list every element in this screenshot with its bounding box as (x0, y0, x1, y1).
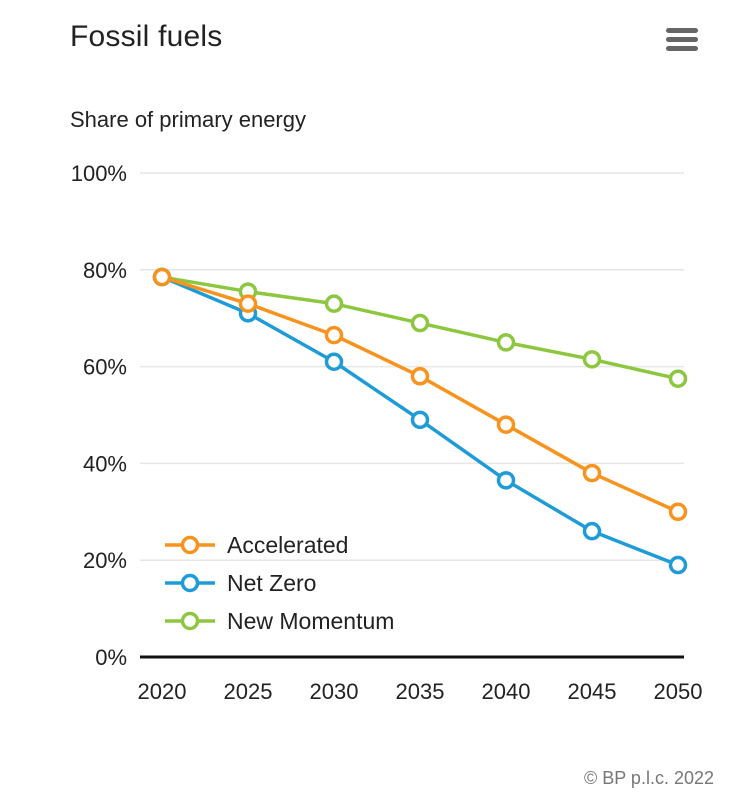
hamburger-menu-icon[interactable] (664, 25, 700, 55)
data-point (410, 367, 430, 386)
legend-label[interactable]: New Momentum (227, 608, 394, 634)
data-point (582, 463, 602, 483)
credits[interactable]: © BP p.l.c. 2022 (583, 768, 714, 788)
y-tick-label: 60% (83, 355, 127, 380)
data-point (668, 555, 688, 575)
data-point (668, 369, 688, 388)
data-point (324, 352, 344, 372)
y-tick-label: 20% (83, 548, 127, 573)
y-axis-title: Share of primary energy (70, 107, 306, 132)
x-tick-label: 2050 (654, 679, 703, 704)
y-tick-label: 0% (95, 645, 127, 670)
x-tick-label: 2040 (482, 679, 531, 704)
data-point (410, 313, 430, 333)
data-point (496, 333, 516, 352)
data-point (496, 471, 516, 490)
data-point (152, 267, 172, 287)
data-point (668, 502, 688, 522)
x-tick-label: 2020 (138, 679, 187, 704)
menu-bar (666, 28, 698, 33)
legend-label[interactable]: Net Zero (227, 570, 316, 596)
data-point (324, 294, 344, 313)
menu-bar (666, 46, 698, 51)
data-point (238, 294, 258, 313)
y-tick-label: 40% (83, 451, 127, 476)
x-tick-label: 2030 (310, 679, 359, 704)
chart-title: Fossil fuels (70, 20, 223, 53)
data-point (582, 521, 602, 541)
menu-bar (666, 37, 698, 42)
legend-marker (180, 535, 200, 555)
legend-label[interactable]: Accelerated (227, 532, 348, 558)
x-tick-label: 2025 (224, 679, 273, 704)
y-tick-label: 100% (71, 161, 127, 186)
x-tick-label: 2045 (568, 679, 617, 704)
x-tick-label: 2035 (396, 679, 445, 704)
data-point (410, 410, 430, 430)
data-point (496, 415, 516, 434)
legend-marker (180, 573, 200, 593)
y-tick-label: 80% (83, 258, 127, 283)
legend-marker (180, 611, 200, 631)
data-point (582, 350, 602, 369)
data-point (324, 325, 344, 345)
